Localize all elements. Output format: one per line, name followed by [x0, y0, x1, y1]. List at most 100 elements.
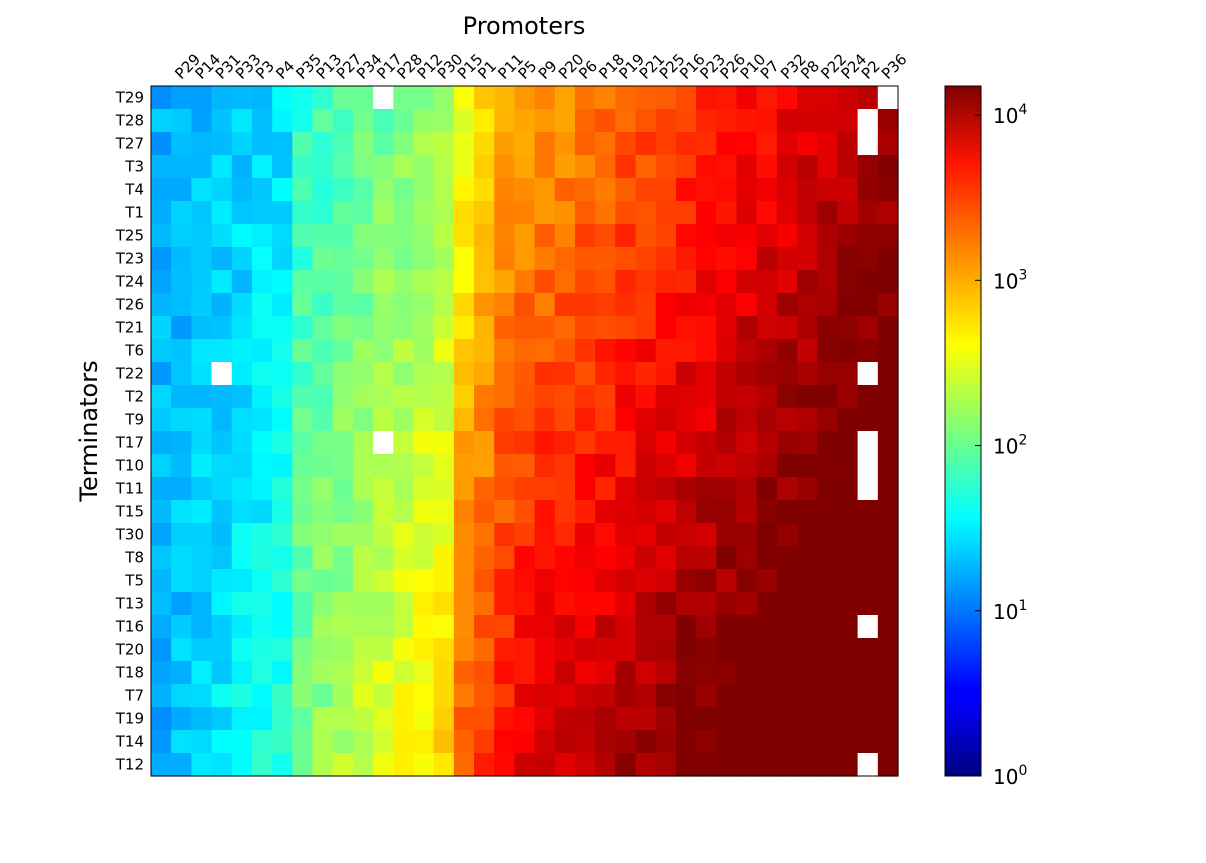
heatmap-cell [191, 454, 213, 478]
heatmap-cell [696, 592, 717, 616]
heatmap-cell [615, 431, 637, 455]
heatmap-cell [373, 477, 394, 501]
heatmap-cell [857, 86, 879, 110]
heatmap-cell [292, 293, 314, 317]
heatmap-cell [413, 109, 435, 133]
heatmap-cell [151, 293, 172, 317]
heatmap-cell [756, 155, 778, 179]
heatmap-cell [151, 201, 172, 225]
heatmap-cell [272, 523, 293, 547]
heatmap-cell [393, 546, 415, 570]
heatmap-cell [211, 592, 233, 616]
heatmap-cell [797, 500, 818, 524]
heatmap-cell [877, 431, 899, 455]
heatmap-cell [514, 730, 536, 754]
heatmap-cell [352, 316, 374, 340]
heatmap-cell [211, 546, 233, 570]
heatmap-cell [453, 592, 475, 616]
heatmap-cell [756, 454, 778, 478]
heatmap-cell [514, 86, 536, 110]
heatmap-cell [554, 385, 576, 409]
heatmap-cell [151, 224, 172, 248]
heatmap-cell [817, 270, 839, 294]
heatmap-cell [393, 477, 415, 501]
heatmap-cell [251, 546, 273, 570]
heatmap-cell [332, 339, 354, 363]
heatmap-cell [635, 500, 657, 524]
heatmap-cell [272, 408, 293, 432]
heatmap-cell [837, 546, 859, 570]
heatmap-cell [251, 431, 273, 455]
heatmap-cell [433, 408, 455, 432]
heatmap-cell [675, 477, 697, 501]
heatmap-cell [272, 293, 293, 317]
heatmap-cell [211, 454, 233, 478]
heatmap-cell [797, 638, 818, 662]
heatmap-cell [453, 638, 475, 662]
heatmap-cell [857, 477, 879, 501]
heatmap-cell [312, 569, 334, 593]
heatmap-cell [151, 569, 172, 593]
heatmap-cell [191, 132, 213, 156]
heatmap-cell [534, 707, 556, 731]
heatmap-cell [574, 638, 596, 662]
heatmap-cell [231, 201, 253, 225]
heatmap-cell [736, 454, 758, 478]
heatmap-cell [554, 431, 576, 455]
heatmap-cell [595, 408, 616, 432]
heatmap-cell [272, 109, 293, 133]
colorbar-tick-label: 102 [993, 433, 1027, 459]
heatmap-cell [474, 109, 495, 133]
heatmap-cell [716, 201, 738, 225]
heatmap-cell [877, 592, 899, 616]
heatmap-cell [211, 615, 233, 639]
heatmap-cell [595, 523, 616, 547]
heatmap-cell [191, 684, 213, 708]
heatmap-cell [393, 385, 415, 409]
heatmap-cell [595, 431, 616, 455]
heatmap-cell [615, 730, 637, 754]
heatmap-cell [191, 247, 213, 271]
heatmap-cell [716, 500, 738, 524]
heatmap-cell [655, 592, 677, 616]
heatmap-cell [857, 293, 879, 317]
heatmap-cell [716, 454, 738, 478]
row-label: T9 [124, 411, 144, 429]
heatmap-cell [494, 615, 516, 639]
heatmap-cell [635, 385, 657, 409]
heatmap-cell [716, 592, 738, 616]
heatmap-cell [554, 730, 576, 754]
heatmap-cell [615, 684, 637, 708]
heatmap-cell [797, 615, 818, 639]
heatmap-cell [332, 86, 354, 110]
heatmap-cell [272, 339, 293, 363]
heatmap-cell [494, 730, 516, 754]
heatmap-cell [433, 201, 455, 225]
heatmap-cell [857, 500, 879, 524]
heatmap-cell [393, 270, 415, 294]
heatmap-cell [272, 707, 293, 731]
heatmap-cell [433, 362, 455, 386]
heatmap-cell [312, 684, 334, 708]
heatmap-cell [373, 270, 394, 294]
heatmap-cell [534, 109, 556, 133]
heatmap-cell [453, 477, 475, 501]
heatmap-cell [474, 684, 495, 708]
heatmap-cell [837, 408, 859, 432]
heatmap-cell [776, 178, 798, 202]
heatmap-cell [211, 86, 233, 110]
heatmap-cell [837, 109, 859, 133]
heatmap-cell [736, 132, 758, 156]
heatmap-cell [292, 109, 314, 133]
heatmap-cell [413, 684, 435, 708]
heatmap-cell [494, 362, 516, 386]
heatmap-cell [231, 316, 253, 340]
heatmap-cell [837, 316, 859, 340]
heatmap-cell [776, 86, 798, 110]
heatmap-cell [574, 500, 596, 524]
heatmap-cell [191, 730, 213, 754]
heatmap-cell [191, 615, 213, 639]
heatmap-cell [595, 477, 616, 501]
heatmap-cell [736, 316, 758, 340]
heatmap-cell [615, 86, 637, 110]
